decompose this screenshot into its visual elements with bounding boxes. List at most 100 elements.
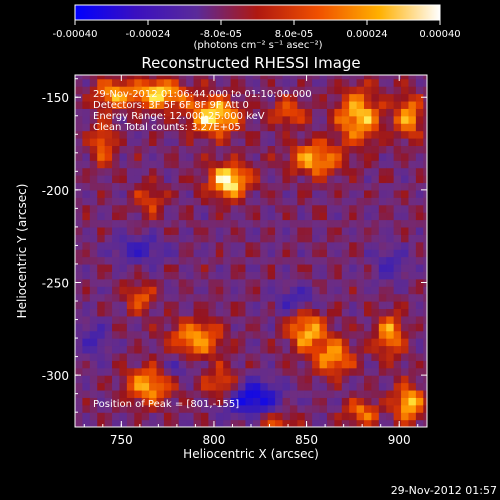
heatmap-cell <box>156 271 165 280</box>
heatmap-cell <box>134 219 143 228</box>
heatmap-cell <box>408 100 417 109</box>
heatmap-cell <box>408 167 417 176</box>
heatmap-cell <box>371 137 380 146</box>
heatmap-cell <box>75 175 84 184</box>
heatmap-cell <box>312 338 321 347</box>
heatmap-cell <box>275 197 284 206</box>
heatmap-cell <box>178 345 187 354</box>
heatmap-cell <box>341 78 350 87</box>
heatmap-cell <box>82 182 91 191</box>
heatmap-cell <box>252 175 261 184</box>
heatmap-cell <box>297 389 306 398</box>
heatmap-cell <box>289 271 298 280</box>
heatmap-cell <box>260 397 269 406</box>
heatmap-cell <box>260 352 269 361</box>
heatmap-cell <box>208 404 217 413</box>
heatmap-cell <box>97 293 106 302</box>
heatmap-cell <box>349 404 358 413</box>
heatmap-cell <box>341 293 350 302</box>
heatmap-cell <box>238 182 247 191</box>
heatmap-cell <box>289 389 298 398</box>
heatmap-cell <box>364 86 373 95</box>
heatmap-cell <box>312 271 321 280</box>
heatmap-cell <box>267 263 276 272</box>
heatmap-cell <box>252 93 261 102</box>
heatmap-cell <box>134 204 143 213</box>
heatmap-cell <box>112 100 121 109</box>
heatmap-cell <box>282 226 291 235</box>
heatmap-cell <box>208 137 217 146</box>
heatmap-cell <box>364 278 373 287</box>
heatmap-cell <box>89 182 98 191</box>
heatmap-cell <box>186 286 195 295</box>
heatmap-cell <box>319 93 328 102</box>
heatmap-cell <box>193 167 202 176</box>
heatmap-cell <box>304 360 313 369</box>
heatmap-cell <box>356 249 365 258</box>
heatmap-cell <box>275 100 284 109</box>
heatmap-cell <box>312 100 321 109</box>
heatmap-cell <box>104 278 113 287</box>
heatmap-cell <box>230 86 239 95</box>
heatmap-cell <box>238 219 247 228</box>
heatmap-cell <box>156 175 165 184</box>
heatmap-cell <box>186 271 195 280</box>
heatmap-cell <box>97 412 106 421</box>
heatmap-cell <box>260 419 269 427</box>
heatmap-cell <box>415 75 424 80</box>
heatmap-cell <box>126 367 135 376</box>
heatmap-cell <box>415 86 424 95</box>
heatmap-cell <box>163 338 172 347</box>
heatmap-cell <box>282 93 291 102</box>
heatmap-cell <box>141 397 150 406</box>
heatmap-cell <box>112 323 121 332</box>
heatmap-cell <box>230 256 239 265</box>
heatmap-cell <box>297 123 306 132</box>
heatmap-cell <box>215 86 224 95</box>
heatmap-cell <box>423 330 427 339</box>
heatmap-cell <box>82 301 91 310</box>
heatmap-cell <box>275 389 284 398</box>
heatmap-cell <box>149 100 158 109</box>
heatmap-cell <box>378 382 387 391</box>
heatmap-cell <box>415 397 424 406</box>
heatmap-cell <box>97 75 106 80</box>
heatmap-cell <box>386 167 395 176</box>
heatmap-cell <box>193 93 202 102</box>
heatmap-cell <box>334 167 343 176</box>
heatmap-cell <box>312 212 321 221</box>
heatmap-cell <box>341 419 350 427</box>
heatmap-cell <box>112 286 121 295</box>
heatmap-cell <box>119 241 128 250</box>
heatmap-cell <box>378 86 387 95</box>
heatmap-cell <box>319 175 328 184</box>
heatmap-cell <box>82 278 91 287</box>
heatmap-cell <box>386 115 395 124</box>
heatmap-cell <box>141 419 150 427</box>
heatmap-cell <box>378 130 387 139</box>
heatmap-cell <box>149 167 158 176</box>
heatmap-cell <box>297 323 306 332</box>
heatmap-cell <box>75 330 84 339</box>
heatmap-cell <box>304 123 313 132</box>
heatmap-cell <box>156 219 165 228</box>
heatmap-cell <box>378 175 387 184</box>
heatmap-cell <box>312 167 321 176</box>
heatmap-cell <box>97 189 106 198</box>
heatmap-cell <box>386 389 395 398</box>
heatmap-cell <box>126 241 135 250</box>
heatmap-cell <box>282 293 291 302</box>
heatmap-cell <box>252 345 261 354</box>
heatmap-cell <box>186 278 195 287</box>
heatmap-cell <box>208 286 217 295</box>
heatmap-cell <box>112 241 121 250</box>
heatmap-cell <box>126 160 135 169</box>
heatmap-cell <box>401 226 410 235</box>
heatmap-cell <box>186 345 195 354</box>
heatmap-cell <box>178 160 187 169</box>
heatmap-cell <box>163 382 172 391</box>
heatmap-cell <box>364 197 373 206</box>
heatmap-cell <box>378 167 387 176</box>
heatmap-cell <box>260 212 269 221</box>
x-axis: 750 800 850 900 <box>83 75 419 447</box>
